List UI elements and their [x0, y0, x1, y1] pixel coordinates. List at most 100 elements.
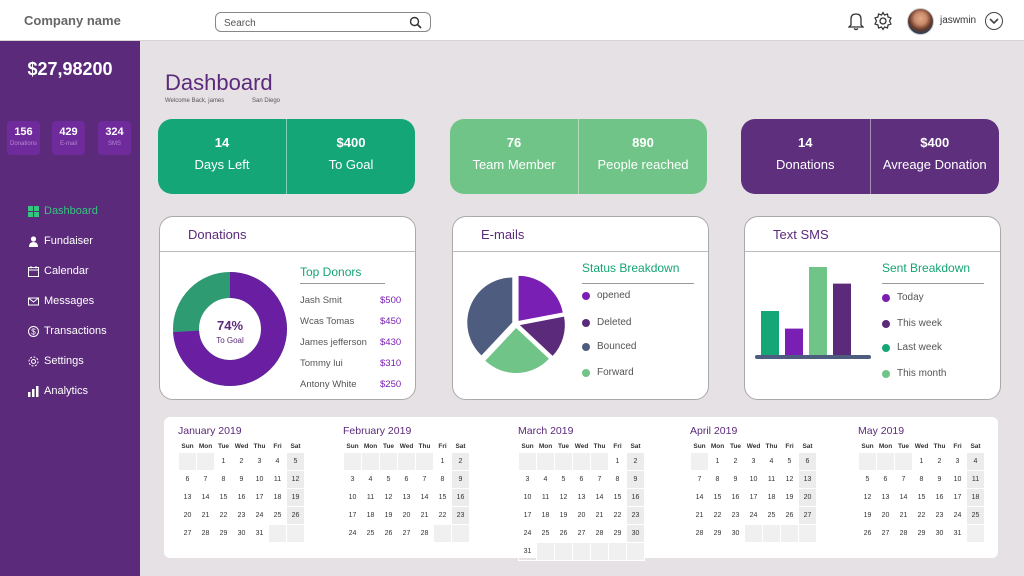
calendar-day[interactable]: 13 [397, 487, 416, 507]
calendar-day[interactable]: 12 [379, 487, 398, 507]
calendar-day[interactable]: 8 [608, 469, 627, 489]
calendar-day[interactable]: 11 [762, 469, 781, 489]
calendar-day[interactable]: 19 [554, 505, 573, 525]
calendar-day[interactable]: 14 [590, 487, 609, 507]
calendar-day[interactable]: 30 [726, 523, 745, 543]
calendar-day[interactable]: 2 [451, 451, 470, 471]
calendar-day[interactable]: 20 [876, 505, 895, 525]
calendar-day[interactable]: 9 [451, 469, 470, 489]
calendar-day[interactable]: 8 [912, 469, 931, 489]
calendar-day[interactable]: 22 [214, 505, 233, 525]
calendar-day[interactable]: 15 [912, 487, 931, 507]
calendar-day[interactable]: 17 [250, 487, 269, 507]
calendar-day[interactable]: 26 [554, 523, 573, 543]
calendar-day[interactable]: 6 [876, 469, 895, 489]
calendar-day[interactable]: 1 [608, 451, 627, 471]
calendar-day[interactable]: 14 [894, 487, 913, 507]
calendar-day[interactable]: 2 [232, 451, 251, 471]
calendar-day[interactable]: 20 [572, 505, 591, 525]
calendar-day[interactable]: 4 [966, 451, 985, 471]
calendar-day[interactable]: 10 [744, 469, 763, 489]
calendar-day[interactable]: 16 [451, 487, 470, 507]
calendar-day[interactable]: 23 [726, 505, 745, 525]
calendar-day[interactable]: 14 [196, 487, 215, 507]
calendar-day[interactable]: 21 [690, 505, 709, 525]
calendar-day[interactable]: 6 [572, 469, 591, 489]
calendar-day[interactable]: 11 [268, 469, 287, 489]
calendar-day[interactable]: 22 [708, 505, 727, 525]
calendar-day[interactable]: 10 [518, 487, 537, 507]
calendar-day[interactable]: 25 [361, 523, 380, 543]
search-box[interactable] [215, 12, 431, 32]
calendar-day[interactable]: 9 [232, 469, 251, 489]
sidebar-item-calendar[interactable]: Calendar [28, 265, 89, 277]
calendar-day[interactable]: 9 [726, 469, 745, 489]
calendar-day[interactable]: 5 [780, 451, 799, 471]
calendar-day[interactable]: 1 [214, 451, 233, 471]
calendar-day[interactable]: 3 [343, 469, 362, 489]
avatar[interactable] [907, 8, 934, 35]
calendar-day[interactable]: 10 [343, 487, 362, 507]
calendar-day[interactable]: 10 [250, 469, 269, 489]
calendar-day[interactable]: 18 [268, 487, 287, 507]
calendar-day[interactable]: 28 [415, 523, 434, 543]
bell-icon[interactable] [848, 11, 864, 31]
calendar-day[interactable]: 29 [214, 523, 233, 543]
calendar-day[interactable]: 13 [572, 487, 591, 507]
calendar-day[interactable]: 4 [361, 469, 380, 489]
calendar-day[interactable]: 25 [268, 505, 287, 525]
sidebar-item-transactions[interactable]: $ Transactions [28, 325, 107, 337]
username[interactable]: jaswmin [940, 15, 977, 26]
calendar-day[interactable]: 31 [948, 523, 967, 543]
calendar-day[interactable]: 21 [196, 505, 215, 525]
calendar-day[interactable]: 12 [780, 469, 799, 489]
calendar-day[interactable]: 18 [536, 505, 555, 525]
calendar-day[interactable]: 7 [196, 469, 215, 489]
calendar-day[interactable]: 18 [966, 487, 985, 507]
calendar-day[interactable]: 28 [196, 523, 215, 543]
calendar-day[interactable]: 17 [343, 505, 362, 525]
calendar-day[interactable]: 19 [286, 487, 305, 507]
calendar-day[interactable]: 12 [286, 469, 305, 489]
calendar-day[interactable]: 19 [858, 505, 877, 525]
calendar-day[interactable]: 31 [518, 541, 537, 561]
calendar-day[interactable]: 19 [379, 505, 398, 525]
search-icon[interactable] [409, 16, 422, 29]
calendar-day[interactable]: 26 [780, 505, 799, 525]
calendar-day[interactable]: 30 [626, 523, 645, 543]
calendar-day[interactable]: 11 [361, 487, 380, 507]
calendar-day[interactable]: 6 [178, 469, 197, 489]
calendar-day[interactable]: 5 [858, 469, 877, 489]
calendar-day[interactable]: 2 [726, 451, 745, 471]
calendar-day[interactable]: 13 [876, 487, 895, 507]
calendar-day[interactable]: 6 [798, 451, 817, 471]
calendar-day[interactable]: 26 [379, 523, 398, 543]
calendar-day[interactable]: 23 [930, 505, 949, 525]
calendar-day[interactable]: 20 [798, 487, 817, 507]
calendar-day[interactable]: 22 [433, 505, 452, 525]
calendar-day[interactable]: 25 [762, 505, 781, 525]
calendar-day[interactable]: 24 [343, 523, 362, 543]
calendar-day[interactable]: 19 [780, 487, 799, 507]
calendar-day[interactable]: 10 [948, 469, 967, 489]
calendar-day[interactable]: 7 [894, 469, 913, 489]
calendar-day[interactable]: 11 [536, 487, 555, 507]
calendar-day[interactable]: 30 [930, 523, 949, 543]
calendar-day[interactable]: 16 [930, 487, 949, 507]
calendar-day[interactable]: 28 [690, 523, 709, 543]
calendar-day[interactable]: 9 [626, 469, 645, 489]
calendar-day[interactable]: 17 [518, 505, 537, 525]
sidebar-item-fundaiser[interactable]: Fundaiser [28, 235, 93, 247]
calendar-day[interactable]: 24 [948, 505, 967, 525]
calendar-day[interactable]: 29 [912, 523, 931, 543]
calendar-day[interactable]: 8 [214, 469, 233, 489]
calendar-day[interactable]: 29 [608, 523, 627, 543]
calendar-day[interactable]: 21 [894, 505, 913, 525]
calendar-day[interactable]: 26 [858, 523, 877, 543]
calendar-day[interactable]: 24 [744, 505, 763, 525]
calendar-day[interactable]: 28 [590, 523, 609, 543]
calendar-day[interactable]: 27 [798, 505, 817, 525]
calendar-day[interactable]: 15 [433, 487, 452, 507]
calendar-day[interactable]: 29 [708, 523, 727, 543]
sidebar-item-analytics[interactable]: Analytics [28, 385, 88, 397]
